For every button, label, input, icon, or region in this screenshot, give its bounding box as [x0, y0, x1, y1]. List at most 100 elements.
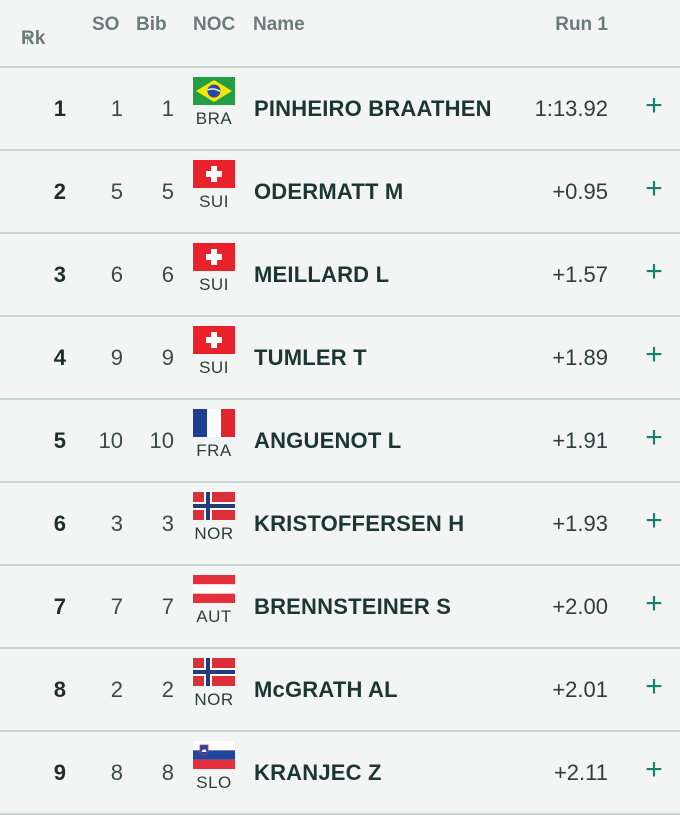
noc-code: NOR: [194, 690, 234, 709]
flag-icon: [193, 243, 235, 271]
athlete-name[interactable]: ODERMATT M: [254, 179, 404, 204]
noc-cell: NOR: [193, 658, 235, 710]
noc-cell: SUI: [193, 243, 235, 295]
bib-number: 3: [161, 511, 174, 536]
noc-code: SUI: [199, 358, 229, 377]
noc-cell: SLO: [193, 741, 235, 793]
start-order: 9: [110, 345, 123, 370]
table-row[interactable]: 5 10 10 FRA ANGUENOT L +1.91 +: [0, 400, 680, 483]
noc-cell: SUI: [193, 326, 235, 378]
rank: 7: [53, 594, 66, 619]
rank: 3: [53, 262, 66, 287]
header-run-1[interactable]: Run 1: [555, 14, 608, 35]
plus-icon[interactable]: +: [645, 255, 663, 288]
header-noc[interactable]: NOC: [193, 14, 236, 35]
athlete-name[interactable]: MEILLARD L: [254, 262, 390, 287]
run-1-time: +1.93: [552, 511, 608, 536]
run-1-time: 1:13.92: [534, 96, 608, 121]
run-1-time: +2.00: [552, 594, 608, 619]
athlete-name[interactable]: PINHEIRO BRAATHEN: [254, 96, 492, 121]
bib-number: 5: [161, 179, 174, 204]
plus-icon[interactable]: +: [645, 172, 663, 205]
rank: 1: [53, 96, 66, 121]
table-row[interactable]: 9 8 8 SLO KRANJEC Z +2.11 +: [0, 732, 680, 815]
noc-cell: SUI: [193, 160, 235, 212]
noc-code: SUI: [199, 275, 229, 294]
athlete-name[interactable]: ANGUENOT L: [254, 428, 402, 453]
arrow-up-icon: ↑: [23, 28, 32, 48]
athlete-name[interactable]: KRISTOFFERSEN H: [254, 511, 465, 536]
header-bib[interactable]: Bib: [136, 14, 167, 35]
table-row[interactable]: 8 2 2 NOR McGRATH AL +2.01 +: [0, 649, 680, 732]
run-1-time: +1.57: [552, 262, 608, 287]
table-row[interactable]: 1 1 1 BRA PINHEIRO BRAATHEN 1:13.92 +: [0, 68, 680, 151]
rank: 4: [53, 345, 66, 370]
plus-icon[interactable]: +: [645, 753, 663, 786]
plus-icon[interactable]: +: [645, 421, 663, 454]
flag-icon: [193, 658, 235, 686]
plus-icon[interactable]: +: [645, 504, 663, 537]
bib-number: 10: [149, 428, 174, 453]
start-order: 3: [110, 511, 123, 536]
start-order: 8: [110, 760, 123, 785]
athlete-name[interactable]: TUMLER T: [254, 345, 367, 370]
rank: 5: [53, 428, 66, 453]
run-1-time: +1.91: [552, 428, 608, 453]
start-order: 2: [110, 677, 123, 702]
noc-code: AUT: [196, 607, 232, 626]
flag-icon: [193, 77, 235, 105]
run-1-time: +2.01: [552, 677, 608, 702]
start-order: 10: [98, 428, 123, 453]
noc-cell: AUT: [193, 575, 235, 627]
flag-icon: [193, 160, 235, 188]
plus-icon[interactable]: +: [645, 587, 663, 620]
bib-number: 6: [161, 262, 174, 287]
table-header: Rk ↑ SO Bib NOC Name Run 1: [0, 0, 680, 68]
plus-icon[interactable]: +: [645, 338, 663, 371]
table-row[interactable]: 3 6 6 SUI MEILLARD L +1.57 +: [0, 234, 680, 317]
flag-icon: [193, 741, 235, 769]
noc-code: SUI: [199, 192, 229, 211]
noc-code: NOR: [194, 524, 234, 543]
start-order: 5: [110, 179, 123, 204]
table-body: 1 1 1 BRA PINHEIRO BRAATHEN 1:13.92 +2 5 5 SUI ODE…: [0, 68, 680, 815]
flag-icon: [193, 492, 235, 520]
header-name[interactable]: Name: [253, 14, 305, 35]
bib-number: 2: [161, 677, 174, 702]
flag-icon: [193, 326, 235, 354]
table-row[interactable]: 7 7 7 AUT BRENNSTEINER S +2.00 +: [0, 566, 680, 649]
start-order: 7: [110, 594, 123, 619]
noc-cell: NOR: [193, 492, 235, 544]
rank: 9: [53, 760, 66, 785]
header-rank-label: Rk: [21, 28, 46, 49]
bib-number: 9: [161, 345, 174, 370]
noc-cell: BRA: [193, 77, 235, 129]
start-order: 6: [110, 262, 123, 287]
header-start-order[interactable]: SO: [92, 14, 120, 35]
noc-code: BRA: [195, 109, 233, 128]
table-row[interactable]: 6 3 3 NOR KRISTOFFERSEN H +1.93 +: [0, 483, 680, 566]
noc-cell: FRA: [193, 409, 235, 461]
rank: 8: [53, 677, 66, 702]
noc-code: SLO: [196, 773, 232, 792]
start-order: 1: [110, 96, 123, 121]
table-row[interactable]: 2 5 5 SUI ODERMATT M +0.95 +: [0, 151, 680, 234]
rank: 2: [53, 179, 66, 204]
flag-icon: [193, 409, 235, 437]
rank: 6: [53, 511, 66, 536]
run-1-time: +1.89: [552, 345, 608, 370]
athlete-name[interactable]: KRANJEC Z: [254, 760, 382, 785]
athlete-name[interactable]: McGRATH AL: [254, 677, 398, 702]
bib-number: 7: [161, 594, 174, 619]
plus-icon[interactable]: +: [645, 89, 663, 122]
run-1-time: +2.11: [553, 760, 608, 785]
plus-icon[interactable]: +: [645, 670, 663, 703]
bib-number: 1: [161, 96, 174, 121]
table-row[interactable]: 4 9 9 SUI TUMLER T +1.89 +: [0, 317, 680, 400]
noc-code: FRA: [196, 441, 232, 460]
run-1-time: +0.95: [552, 179, 608, 204]
bib-number: 8: [161, 760, 174, 785]
athlete-name[interactable]: BRENNSTEINER S: [254, 594, 452, 619]
flag-icon: [193, 575, 235, 603]
